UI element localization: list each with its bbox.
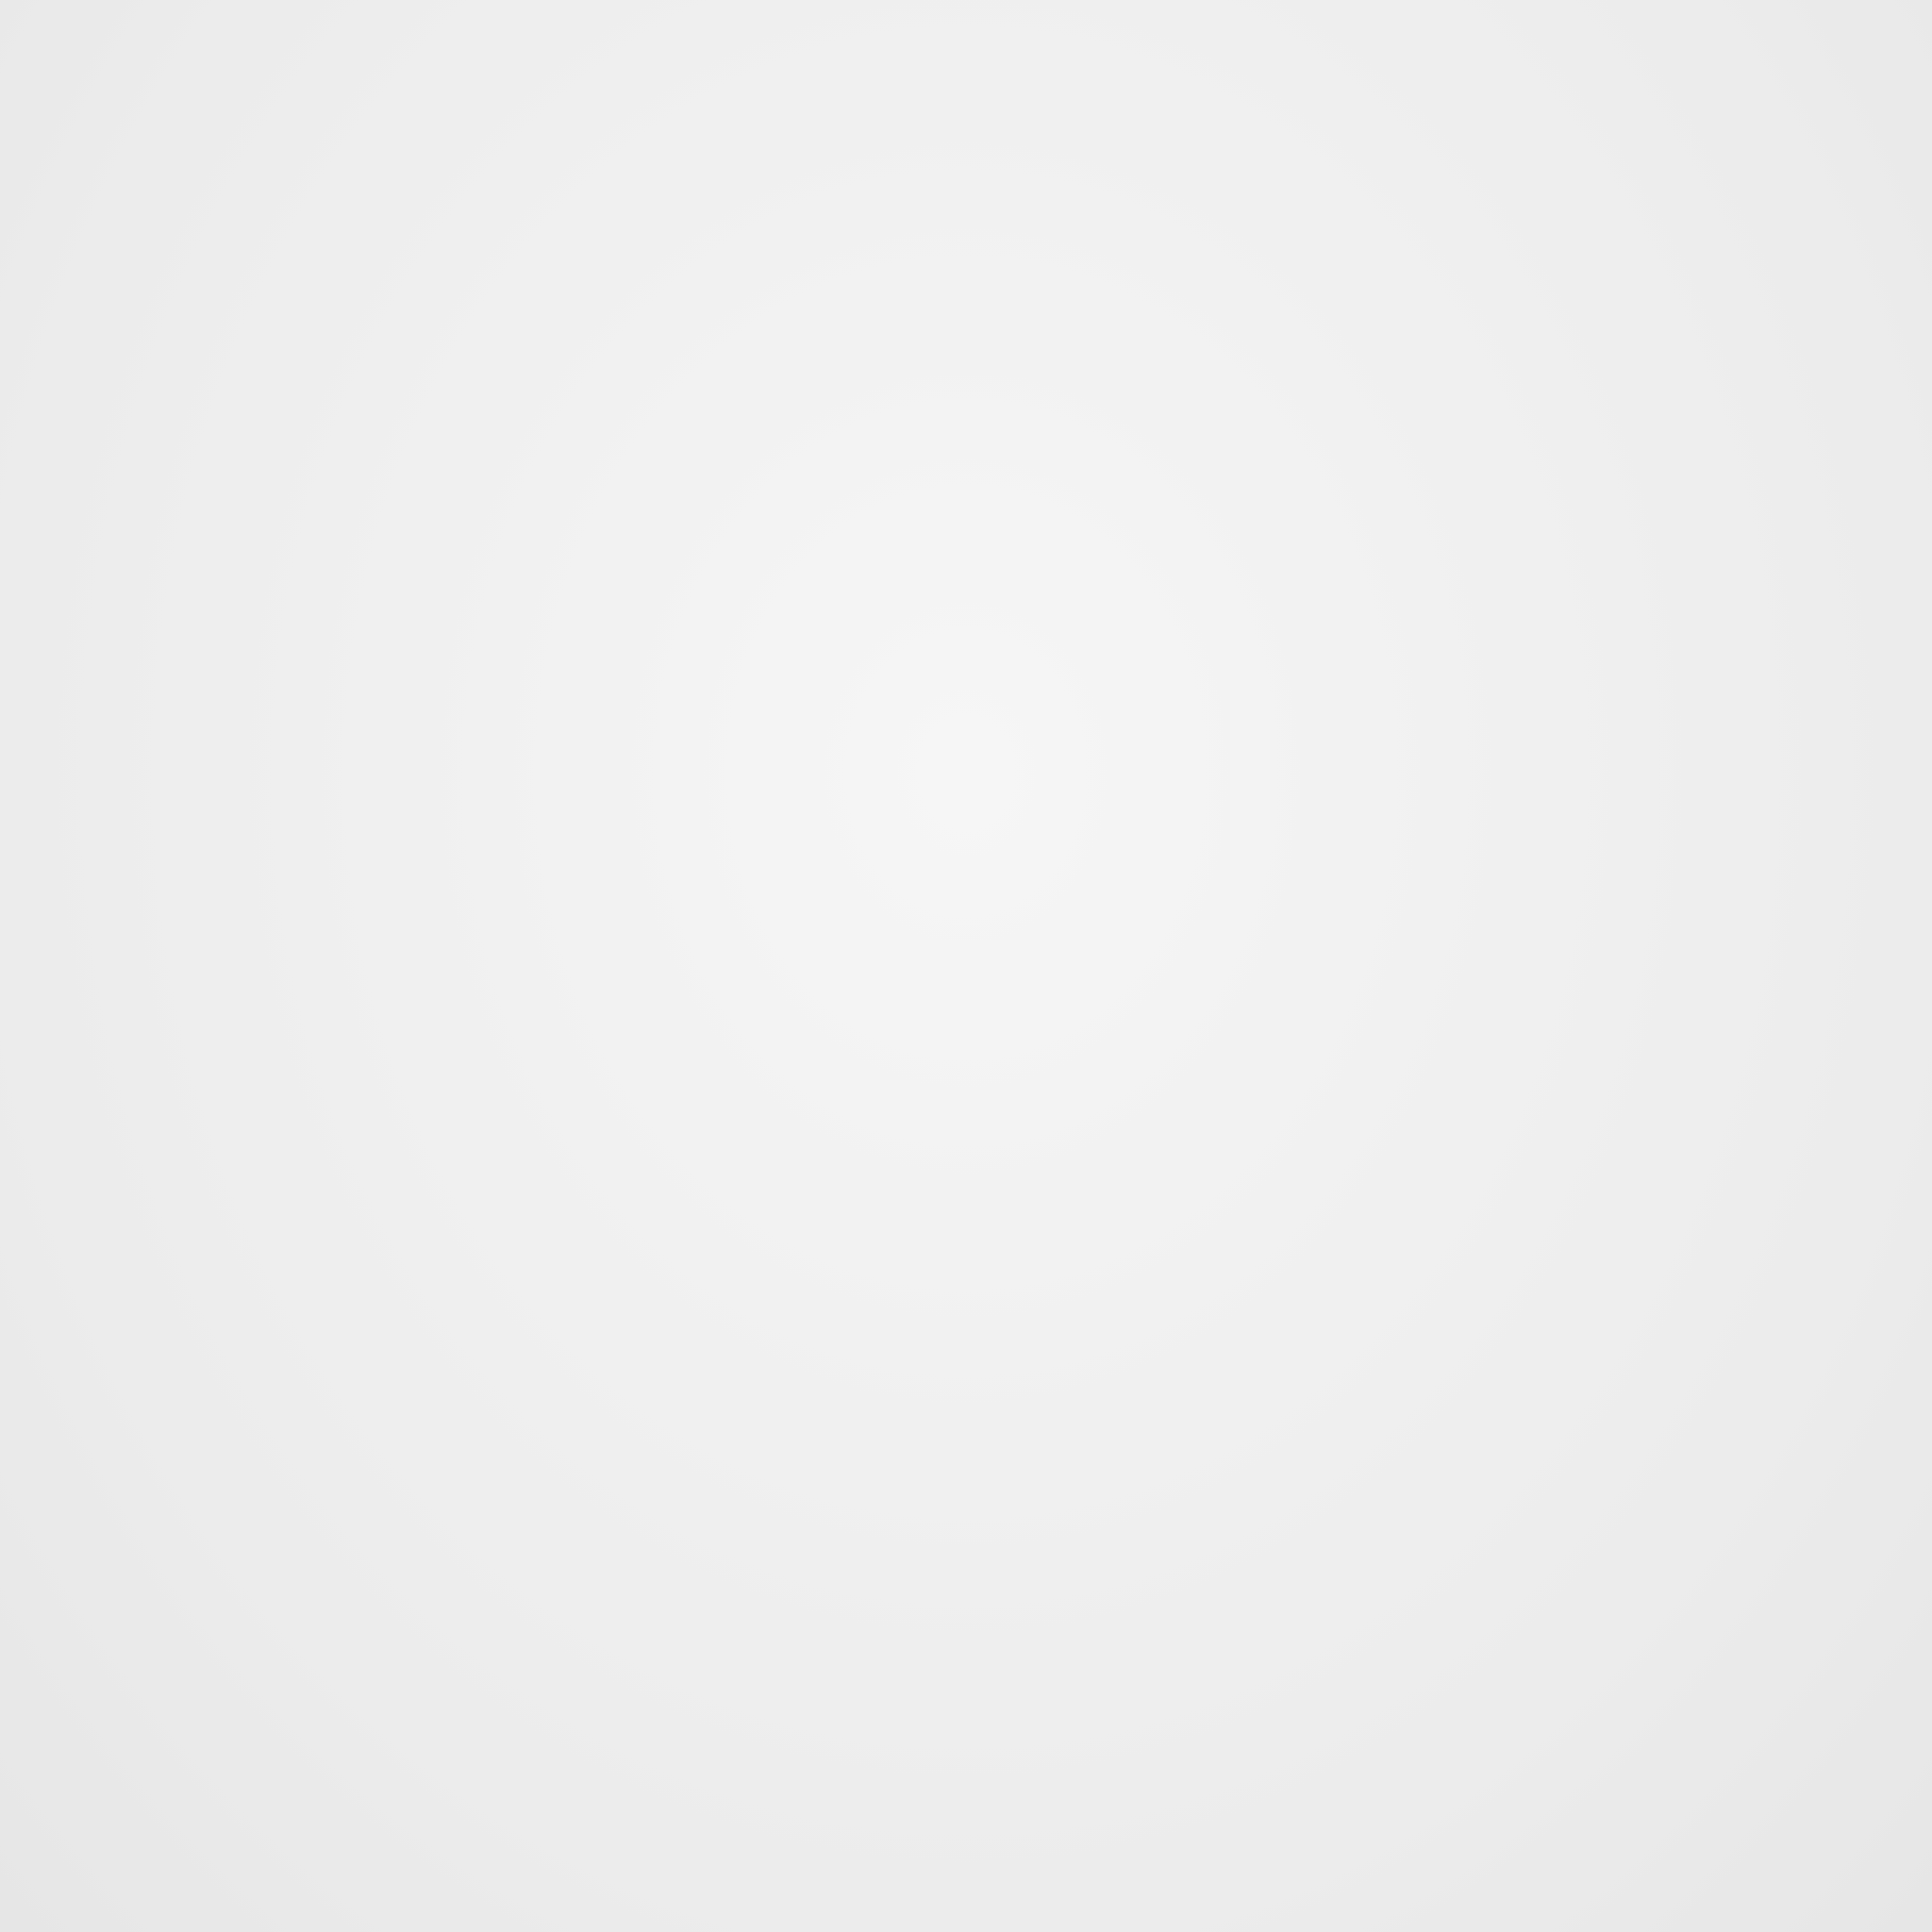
- coin-growth-illustration: [0, 0, 1932, 1932]
- background: [0, 0, 1932, 1932]
